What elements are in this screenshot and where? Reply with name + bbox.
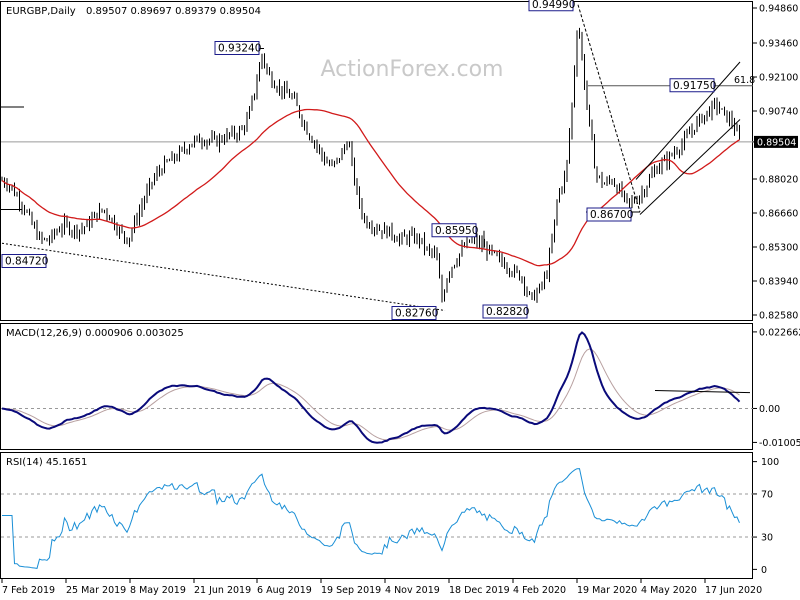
watermark: ActionForex.com	[321, 57, 504, 82]
annotation-box-6	[391, 306, 437, 320]
annotation-label-1: 0.93240	[218, 43, 261, 55]
x-tick-label-11: 17 Jun 2020	[705, 585, 762, 596]
price-tick-label-3: 0.90740	[759, 107, 798, 118]
x-tick-label-10: 4 May 2020	[641, 585, 697, 596]
x-axis: 7 Feb 2019 25 Mar 2019 8 May 2019 21 Jun 20…	[1, 579, 762, 596]
price-tick-label-9: 0.82580	[759, 311, 798, 322]
macd-panel-frame	[0, 323, 753, 450]
x-tick-label-4: 6 Aug 2019	[257, 585, 312, 596]
rsi-axis: 100 70 30 0	[753, 457, 779, 576]
price-tick-label-0: 0.94860	[759, 4, 798, 15]
dashed-support-line	[1, 242, 446, 311]
annotation-label-6: 0.82760	[395, 308, 438, 320]
price-axis: 0.94860 0.93460 0.92100 0.90740 0.89504 0.880…	[753, 4, 798, 322]
symbol-label: EURGBP,Daily	[6, 6, 76, 17]
annotation-box-7	[482, 304, 528, 319]
macd-line	[1, 331, 741, 444]
annotation-label-5: 0.84720	[5, 256, 48, 268]
annotation-label-7: 0.82820	[486, 306, 529, 318]
price-panel-frame	[0, 1, 753, 321]
price-tick-label-2: 0.92100	[759, 73, 798, 84]
x-tick-label-8: 4 Feb 2020	[513, 585, 566, 596]
channel-lower-line	[639, 119, 741, 215]
rsi-line	[2, 468, 740, 569]
annotation-box-3	[586, 207, 632, 222]
annotation-label-0: 0.94990	[532, 0, 575, 11]
annotation-label-2: 0.91750	[673, 80, 716, 92]
macd-tick-label-0: 0.022662	[759, 327, 800, 338]
x-tick-label-1: 25 Mar 2019	[66, 585, 126, 596]
current-price-label: 0.89504	[757, 137, 796, 148]
rsi-tick-label-0: 100	[761, 457, 779, 468]
price-tick-label-1: 0.93460	[759, 39, 798, 50]
price-annotations: 0.94990 0.93240 0.91750 0.86700 0.85950 0.847…	[1, 0, 716, 320]
price-tick-label-7: 0.85300	[759, 243, 798, 254]
x-tick-label-3: 21 Jun 2019	[194, 585, 251, 596]
rsi-tick-label-3: 0	[761, 565, 767, 576]
rsi-panel-frame	[0, 452, 753, 579]
channel-upper-line	[635, 61, 741, 180]
fib-label: 61.8	[734, 75, 755, 86]
rsi-tick-label-2: 30	[761, 533, 773, 544]
current-price-box	[754, 135, 798, 148]
candles	[1, 27, 740, 303]
x-tick-label-0: 7 Feb 2019	[2, 585, 55, 596]
macd-tick-label-1: 0.00	[759, 404, 780, 415]
ohlc-label: 0.89507 0.89697 0.89379 0.89504	[86, 6, 261, 17]
x-tick-label-7: 18 Dec 2019	[449, 585, 510, 596]
macd-tick-label-2: -0.010052	[759, 438, 800, 449]
rsi-tick-label-1: 70	[761, 489, 773, 500]
macd-resistance-line	[654, 390, 751, 394]
annotation-box-2	[669, 78, 715, 93]
rsi-lines	[1, 468, 753, 569]
x-tick-label-9: 19 Mar 2020	[577, 585, 637, 596]
x-tick-label-2: 8 May 2019	[130, 585, 186, 596]
annotation-box-5	[1, 254, 47, 268]
annotation-label-4: 0.85950	[435, 225, 478, 237]
macd-signal-line	[2, 348, 740, 441]
annotation-box-0	[528, 0, 574, 12]
x-tick-label-5: 19 Sep 2019	[321, 585, 381, 596]
macd-label: MACD(12,26,9) 0.000906 0.003025	[6, 328, 184, 339]
price-tick-label-5: 0.88020	[759, 175, 798, 186]
annotation-label-3: 0.86700	[590, 209, 633, 221]
price-tick-label-6: 0.86660	[759, 209, 798, 220]
rsi-label: RSI(14) 45.1651	[6, 457, 87, 468]
macd-lines	[1, 331, 753, 444]
price-tick-label-8: 0.83940	[759, 277, 798, 288]
moving-average-line	[1, 108, 740, 267]
x-tick-label-6: 4 Nov 2019	[385, 585, 440, 596]
macd-axis: 0.022662 0.00 -0.010052	[753, 327, 800, 449]
annotation-box-4	[431, 223, 477, 238]
annotation-box-1	[214, 41, 260, 55]
dashed-decline-line	[577, 4, 641, 213]
